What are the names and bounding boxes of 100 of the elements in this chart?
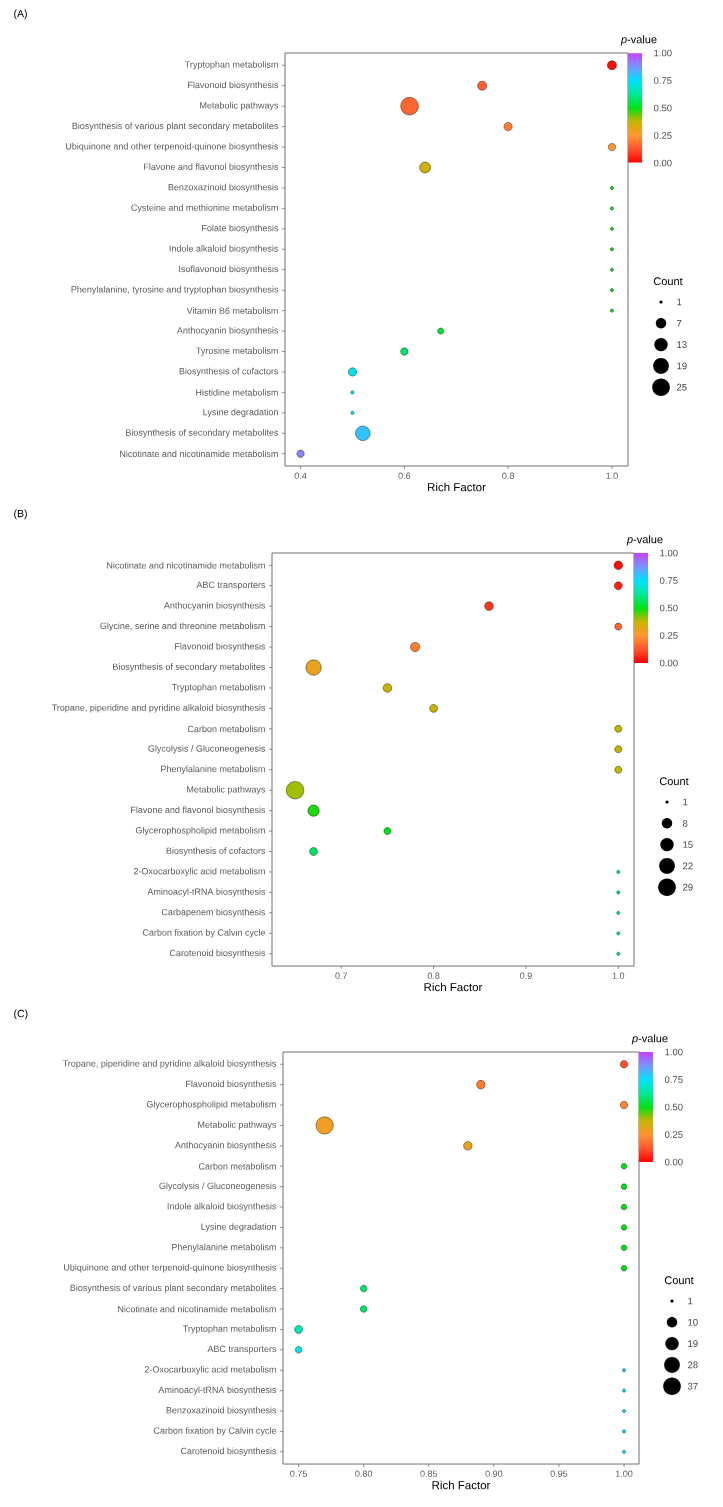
color-bar-label: 0.00 [659,659,678,667]
y-tick-label: Glycerophospholipid metabolism [135,826,265,836]
legend-label: 22 [683,862,693,870]
y-tick-label: 2-Oxocarboxylic acid metabolism [144,1366,276,1375]
color-bar-title: p-value [620,35,657,46]
x-tick-label: 0.6 [398,472,411,479]
x-axis-title: Rich Factor [424,982,483,992]
x-tick-label: 0.8 [502,472,514,479]
y-tick-label: Biosynthesis of secondary metabolites [126,429,279,438]
y-tick-label: Lysine degradation [203,408,278,418]
x-tick-label: 0.75 [290,1470,307,1477]
legend-label: 25 [677,383,687,391]
y-tick-label: Tyrosine metabolism [196,347,278,356]
y-tick-label: Biosynthesis of various plant secondary metabolites [70,1284,277,1293]
y-tick-label: Nicotinate and nicotinamide metabolism [120,450,278,458]
y-tick-label: Ubiquinone and other terpenoid-quinone biosynthesis [64,1264,277,1273]
y-tick-label: Flavone and flavonol biosynthesis [131,806,266,815]
x-axis-title: Rich Factor [428,482,486,492]
legend-label: 1 [688,1297,693,1305]
y-tick-label: Cysteine and methionine metabolism [131,204,278,213]
color-bar-label: 1.00 [654,49,672,57]
y-tick-label: Histidine metabolism [196,389,278,396]
text: (B) [14,509,27,520]
x-axis-title: Rich Factor [432,1480,491,1490]
y-tick-label: Anthocyanin biosynthesis [174,1141,277,1151]
legend-label: 7 [677,320,682,327]
color-bar-label: 1.00 [665,1048,683,1056]
y-tick-label: Lysine degradation [201,1223,276,1232]
text: (A) [14,9,27,20]
y-tick-label: Carbapenem biosynthesis [161,908,266,918]
x-tick-label: 0.8 [427,972,440,979]
x-tick-label: 0.9 [520,972,532,979]
color-bar-label: 0.75 [659,577,678,584]
color-bar-label: 0.75 [664,1076,683,1083]
y-tick-label: 2-Oxocarboxylic acid metabolism [133,867,265,877]
y-tick-label: Biosynthesis of cofactors [166,847,266,856]
y-tick-label: Carbon fixation by Calvin cycle [153,1427,277,1436]
color-bar-label: 0.25 [653,132,672,139]
y-tick-label: Carotenoid biosynthesis [180,1447,277,1456]
y-tick-label: Metabolic pathways [198,1121,277,1130]
y-tick-label: Folate biosynthesis [202,224,279,234]
y-tick-label: Flavonoid biosynthesis [175,642,266,652]
y-tick-label: Vitamin B6 metabolism [186,307,278,314]
legend-label: 19 [677,362,687,370]
y-tick-label: Nicotinate and nicotinamide metabolism [107,561,265,569]
y-tick-label: ABC transporters [207,1345,277,1354]
legend-label: 28 [688,1361,698,1369]
y-tick-label: Glycerophospholipid metabolism [146,1100,276,1110]
y-tick-label: Carbon metabolism [198,1162,276,1170]
y-tick-label: Nicotinate and nicotinamide metabolism [118,1305,276,1313]
y-tick-label: Flavonoid biosynthesis [188,81,279,90]
legend-title: Count [659,777,689,786]
y-tick-label: Metabolic pathways [187,785,266,795]
x-tick-label: 1.0 [606,472,618,479]
y-tick-label: Ubiquinone and other terpenoid-quinone biosynthesis [66,142,279,152]
y-tick-label: Tryptophan metabolism [184,61,278,70]
text: (C) [14,1009,28,1020]
y-tick-label: Phenylalanine, tyrosine and tryptophan biosynthesis [71,285,279,295]
x-tick-label: 0.85 [420,1470,438,1477]
y-tick-label: Aminoacyl-tRNA biosynthesis [158,1386,277,1395]
legend-label: 37 [687,1382,698,1390]
legend-label: 10 [688,1318,698,1326]
y-tick-label: Phenylalanine metabolism [172,1243,276,1253]
y-tick-label: Glycolysis / Gluconeogenesis [148,745,266,754]
y-tick-label: Biosynthesis of cofactors [179,367,279,377]
x-tick-label: 0.90 [485,1470,503,1477]
y-tick-label: Aminoacyl-tRNA biosynthesis [147,888,266,897]
x-tick-label: 0.95 [550,1470,568,1477]
x-tick-label: 1.00 [615,1470,633,1477]
legend-label: 29 [683,883,693,891]
legend-label: 8 [682,819,688,827]
legend-label: 1 [683,798,688,806]
color-bar-label: 0.50 [653,104,672,112]
y-tick-label: Tropane, piperidine and pyridine alkaloid biosynthesis [51,704,266,713]
color-bar-label: 1.00 [660,549,678,557]
y-tick-label: Anthocyanin biosynthesis [176,326,279,336]
y-tick-label: Biosynthesis of secondary metabolites [113,663,266,672]
color-bar-label: 0.25 [664,1131,683,1138]
y-tick-label: Glycine, serine and threonine metabolism [100,622,265,631]
y-tick-label: Carbon metabolism [187,725,265,733]
legend-title: Count [653,277,683,286]
y-tick-label: Benzoxazinoid biosynthesis [168,183,279,193]
color-bar-label: 0.25 [659,632,678,639]
y-tick-label: Phenylalanine metabolism [161,765,265,774]
color-bar-label: 0.75 [653,77,672,84]
x-tick-label: 0.7 [335,972,348,979]
color-bar-title: p-value [631,1034,668,1045]
y-tick-label: Glycolysis / Gluconeogenesis [159,1182,277,1191]
color-bar-label: 0.50 [659,604,678,612]
y-tick-label: Benzoxazinoid biosynthesis [166,1406,277,1416]
legend-label: 19 [688,1340,698,1347]
color-bar-label: 0.50 [664,1103,683,1111]
y-tick-label: Indole alkaloid biosynthesis [167,1202,277,1212]
x-tick-label: 0.80 [355,1470,373,1477]
legend-title: Count [664,1276,694,1285]
y-tick-label: Tropane, piperidine and pyridine alkaloid biosynthesis [62,1060,277,1069]
x-tick-label: 0.4 [294,472,307,479]
x-tick-label: 1.0 [612,972,625,979]
color-bar-title: p-value [626,535,663,546]
y-tick-label: Isoflavonoid biosynthesis [179,265,279,274]
